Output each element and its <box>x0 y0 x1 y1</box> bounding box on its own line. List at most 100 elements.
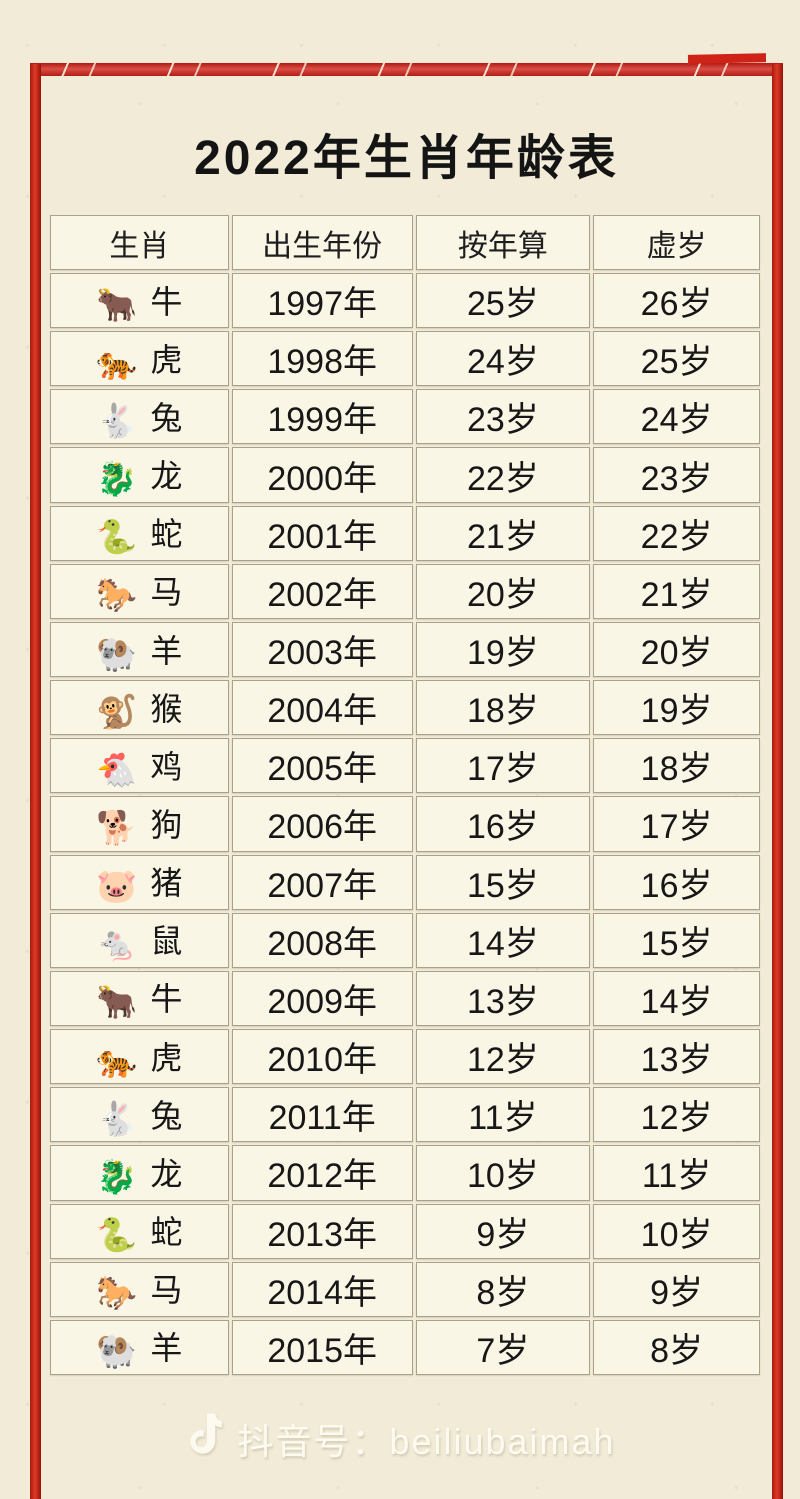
table-row: 🐏 羊 2003年 19岁 20岁 <box>50 621 760 678</box>
birth-year-cell: 1999年 <box>231 389 413 445</box>
table-row: 🐷 猪 2007年 15岁 16岁 <box>50 854 760 910</box>
header-zodiac: 生肖 <box>50 215 229 270</box>
tiger-emoji: 🐅 <box>96 343 138 381</box>
zodiac-name: 蛇 <box>150 516 183 553</box>
header-birth-year: 出生年份 <box>231 215 413 270</box>
red-frame-top-border <box>30 63 783 76</box>
zodiac-name: 蛇 <box>150 1214 183 1251</box>
birth-year-cell: 2006年 <box>231 796 413 852</box>
nominal-age-cell: 19岁 <box>593 680 760 736</box>
nominal-age-cell: 8岁 <box>593 1319 760 1375</box>
table-row: 🐇 兔 2011年 11岁 12岁 <box>50 1087 760 1143</box>
zodiac-cell: 🐁 鼠 <box>50 912 229 968</box>
age-by-year-cell: 19岁 <box>415 621 591 678</box>
nominal-age-cell: 23岁 <box>593 447 760 503</box>
tiger-emoji: 🐅 <box>96 1041 138 1079</box>
zodiac-cell: 🐷 猪 <box>50 854 229 910</box>
table-row: 🐎 马 2002年 20岁 21岁 <box>50 563 760 619</box>
zodiac-cell: 🐎 马 <box>50 1261 229 1317</box>
age-by-year-cell: 20岁 <box>415 563 591 619</box>
birth-year-cell: 2012年 <box>231 1145 413 1201</box>
table-row: 🐇 兔 1999年 23岁 24岁 <box>50 389 760 445</box>
age-by-year-cell: 11岁 <box>415 1087 591 1143</box>
zodiac-name: 狗 <box>150 806 183 843</box>
pig-emoji: 🐷 <box>96 867 138 905</box>
zodiac-name: 牛 <box>150 981 183 1018</box>
dog-emoji: 🐕 <box>96 808 138 846</box>
birth-year-cell: 2003年 <box>231 621 413 678</box>
table-row: 🐒 猴 2004年 18岁 19岁 <box>50 680 760 736</box>
birth-year-cell: 2000年 <box>231 447 413 503</box>
birth-year-cell: 2005年 <box>231 738 413 794</box>
zodiac-name: 兔 <box>150 1097 183 1134</box>
zodiac-name: 羊 <box>150 632 183 669</box>
zodiac-cell: 🐇 兔 <box>50 1087 229 1143</box>
table-row: 🐁 鼠 2008年 14岁 15岁 <box>50 912 760 968</box>
birth-year-cell: 2015年 <box>231 1319 413 1375</box>
age-by-year-cell: 17岁 <box>415 738 591 794</box>
nominal-age-cell: 18岁 <box>593 738 760 794</box>
ox-emoji: 🐂 <box>96 285 138 323</box>
header-row: 生肖 出生年份 按年算 虚岁 <box>50 215 760 270</box>
age-by-year-cell: 8岁 <box>415 1261 591 1317</box>
zodiac-cell: 🐔 鸡 <box>50 738 229 794</box>
watermark-text: 抖音号：beiliubaimah <box>237 1420 616 1462</box>
zodiac-cell: 🐎 马 <box>50 563 229 619</box>
birth-year-cell: 2002年 <box>231 563 413 619</box>
table-row: 🐂 牛 1997年 25岁 26岁 <box>50 273 760 329</box>
nominal-age-cell: 22岁 <box>593 505 760 561</box>
table-row: 🐅 虎 2010年 12岁 13岁 <box>50 1029 760 1085</box>
birth-year-cell: 2004年 <box>231 680 413 736</box>
watermark: 抖音号：beiliubaimah <box>0 1412 800 1465</box>
nominal-age-cell: 10岁 <box>593 1203 760 1259</box>
rabbit-emoji: 🐇 <box>96 1099 138 1137</box>
age-by-year-cell: 7岁 <box>415 1319 591 1375</box>
zodiac-age-table: 生肖 出生年份 按年算 虚岁 🐂 牛 1997年 25岁 26岁 🐅 虎 1998年… <box>47 212 763 1378</box>
age-by-year-cell: 13岁 <box>415 970 591 1027</box>
rooster-emoji: 🐔 <box>96 750 138 788</box>
zodiac-name: 马 <box>150 574 183 611</box>
nominal-age-cell: 20岁 <box>593 621 760 678</box>
nominal-age-cell: 21岁 <box>593 563 760 619</box>
nominal-age-cell: 9岁 <box>593 1261 760 1317</box>
border-distress-mark <box>687 53 767 64</box>
birth-year-cell: 2008年 <box>231 912 413 968</box>
nominal-age-cell: 12岁 <box>593 1087 760 1143</box>
nominal-age-cell: 15岁 <box>593 912 760 968</box>
zodiac-name: 马 <box>150 1272 183 1309</box>
zodiac-cell: 🐂 牛 <box>50 970 229 1027</box>
nominal-age-cell: 13岁 <box>593 1029 760 1085</box>
zodiac-cell: 🐒 猴 <box>50 680 229 736</box>
zodiac-cell: 🐅 虎 <box>50 1029 229 1085</box>
zodiac-cell: 🐂 牛 <box>50 273 229 329</box>
age-by-year-cell: 14岁 <box>415 912 591 968</box>
zodiac-name: 牛 <box>150 283 183 320</box>
rabbit-emoji: 🐇 <box>96 401 138 439</box>
header-age-by-year: 按年算 <box>415 215 591 270</box>
zodiac-cell: 🐏 羊 <box>50 621 229 678</box>
birth-year-cell: 1998年 <box>231 331 413 387</box>
birth-year-cell: 1997年 <box>231 273 413 329</box>
birth-year-cell: 2001年 <box>231 505 413 561</box>
table-row: 🐅 虎 1998年 24岁 25岁 <box>50 331 760 387</box>
birth-year-cell: 2013年 <box>231 1203 413 1259</box>
age-by-year-cell: 23岁 <box>415 389 591 445</box>
table-row: 🐍 蛇 2001年 21岁 22岁 <box>50 505 760 561</box>
zodiac-table-body: 🐂 牛 1997年 25岁 26岁 🐅 虎 1998年 24岁 25岁 🐇 兔 199… <box>50 273 760 1375</box>
zodiac-age-table-container: 生肖 出生年份 按年算 虚岁 🐂 牛 1997年 25岁 26岁 🐅 虎 1998年… <box>47 212 763 1378</box>
table-row: 🐉 龙 2000年 22岁 23岁 <box>50 447 760 503</box>
nominal-age-cell: 25岁 <box>593 331 760 387</box>
nominal-age-cell: 17岁 <box>593 796 760 852</box>
zodiac-cell: 🐏 羊 <box>50 1319 229 1375</box>
birth-year-cell: 2009年 <box>231 970 413 1027</box>
birth-year-cell: 2014年 <box>231 1261 413 1317</box>
birth-year-cell: 2010年 <box>231 1029 413 1085</box>
ox-emoji: 🐂 <box>96 983 138 1021</box>
age-by-year-cell: 9岁 <box>415 1203 591 1259</box>
horse-emoji: 🐎 <box>96 1274 138 1312</box>
dragon-emoji: 🐉 <box>96 460 138 498</box>
zodiac-name: 兔 <box>150 399 183 436</box>
rat-emoji: 🐁 <box>96 925 138 963</box>
table-row: 🐂 牛 2009年 13岁 14岁 <box>50 970 760 1027</box>
age-by-year-cell: 15岁 <box>415 854 591 910</box>
